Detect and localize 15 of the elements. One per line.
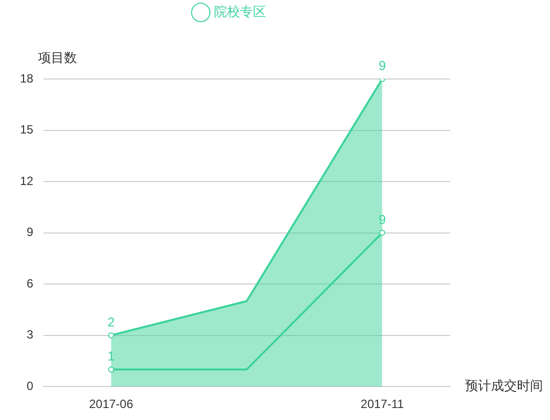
data-label: 9: [378, 58, 386, 74]
y-tick-label: 3: [26, 328, 34, 342]
y-tick-label: 18: [20, 71, 34, 86]
y-tick-label: 9: [26, 225, 34, 240]
data-label: 2: [108, 314, 115, 330]
y-tick-label: 15: [20, 122, 34, 137]
y-tick-label: 12: [20, 174, 34, 188]
y-tick-label: 6: [26, 276, 34, 290]
x-tick-label: 2017-11: [360, 397, 404, 412]
y-tick-label: 0: [26, 378, 34, 393]
data-label: 9: [378, 212, 386, 227]
legend-label: 院校专区: [214, 4, 266, 20]
x-tick-label: 2017-06: [89, 397, 134, 412]
y-axis-title: 项目数: [38, 50, 77, 66]
x-axis-title: 预计成交时间: [465, 378, 543, 394]
